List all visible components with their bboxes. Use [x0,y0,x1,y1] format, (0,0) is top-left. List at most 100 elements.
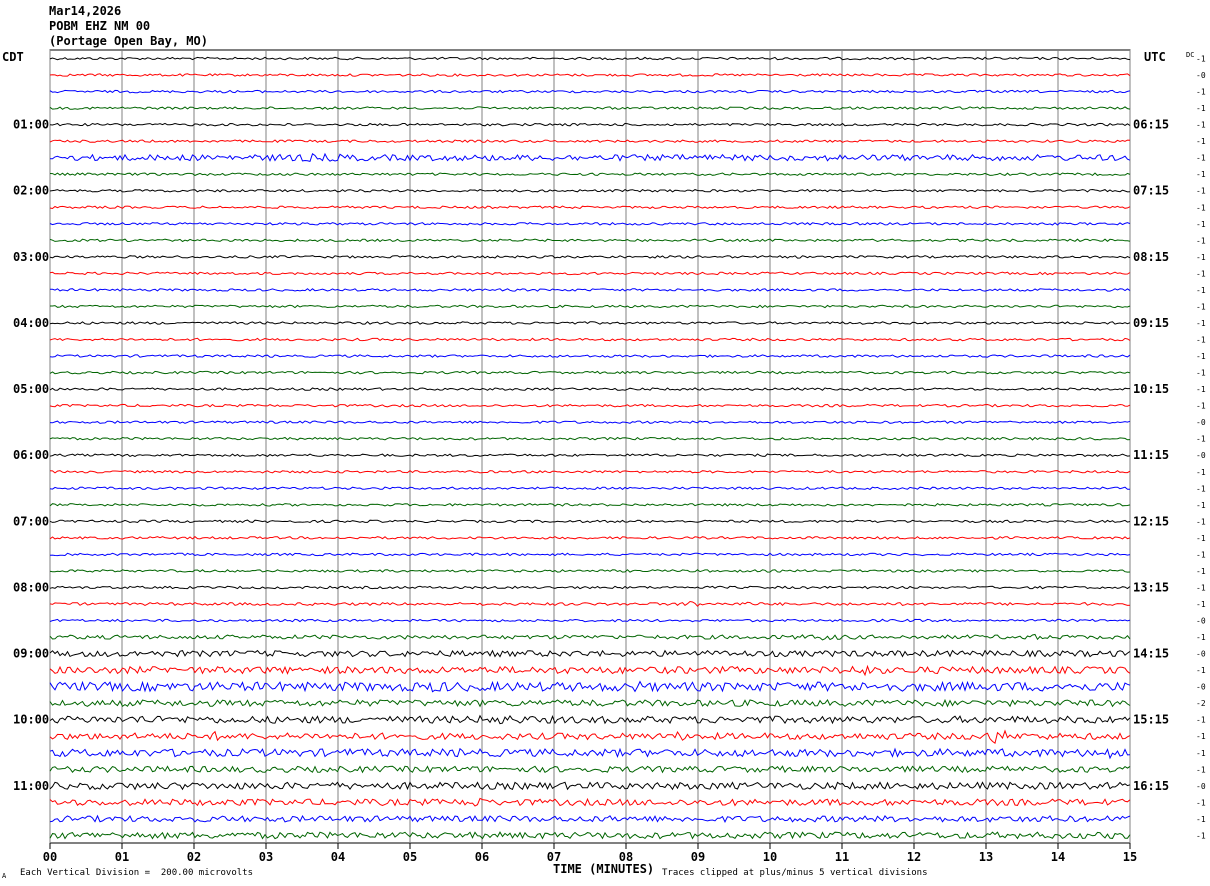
utc-hour-label: 08:15 [1133,250,1169,264]
x-tick-label: 12 [907,850,921,864]
seismic-trace [49,831,1131,840]
dc-offset-value: -1 [1196,220,1206,229]
seismic-trace [49,519,1131,524]
cdt-hour-label: 04:00 [13,316,49,330]
station-code: POBM EHZ NM 00 [49,19,151,33]
dc-offset-value: -0 [1196,683,1206,692]
utc-hour-label: 14:15 [1133,647,1169,661]
dc-offset-value: -1 [1196,600,1206,609]
seismic-trace [49,122,1131,127]
x-tick-label: 09 [691,850,705,864]
dc-offset-value: -1 [1196,831,1206,840]
seismic-trace [49,649,1131,658]
dc-label: DC [1186,51,1194,59]
dc-offset-value: -1 [1196,319,1206,328]
x-tick-label: 00 [43,850,57,864]
dc-offset-value: -1 [1196,286,1206,295]
dc-offset-value: -1 [1196,550,1206,559]
seismic-trace [49,469,1131,474]
dc-offset-value: -1 [1196,137,1206,146]
seismic-trace [49,502,1131,507]
x-tick-label: 04 [331,850,345,864]
seismic-trace [49,89,1131,94]
seismic-trace [49,221,1131,226]
utc-hour-label: 09:15 [1133,316,1169,330]
seismic-trace [49,271,1131,276]
seismic-trace [49,698,1131,708]
seismic-trace [49,73,1131,77]
seismic-trace [49,680,1131,693]
seismic-trace [49,781,1131,791]
dc-offset-value: -1 [1196,203,1206,212]
dc-offset-value: -1 [1196,187,1206,196]
seismic-trace [49,255,1131,259]
seismic-trace [49,337,1131,342]
cdt-hour-label: 01:00 [13,118,49,132]
station-location: (Portage Open Bay, MO) [49,34,208,48]
seismic-trace [49,552,1131,557]
x-tick-label: 15 [1123,850,1137,864]
x-tick-label: 13 [979,850,993,864]
clip-note: Traces clipped at plus/minus 5 vertical … [662,868,928,878]
dc-offset-value: -1 [1196,336,1206,345]
cdt-hour-label: 06:00 [13,448,49,462]
dc-offset-value: -1 [1196,567,1206,576]
seismic-trace [49,420,1131,425]
dc-offset-value: -1 [1196,749,1206,758]
cdt-hour-label: 05:00 [13,382,49,396]
seismic-trace [49,403,1131,408]
seismic-trace [49,172,1131,177]
cdt-label: CDT [2,50,24,64]
dc-offset-value: -1 [1196,435,1206,444]
dc-offset-value: -1 [1196,121,1206,130]
seismic-trace [49,765,1131,774]
utc-hour-label: 15:15 [1133,713,1169,727]
x-axis-title: TIME (MINUTES) [553,862,655,876]
seismic-trace [49,56,1131,61]
x-tick-label: 02 [187,850,201,864]
dc-offset-value: -1 [1196,352,1206,361]
dc-offset-value: -1 [1196,170,1206,179]
x-tick-label: 06 [475,850,489,864]
seismic-trace [49,633,1131,641]
x-tick-label: 08 [619,850,633,864]
utc-hour-label: 12:15 [1133,514,1169,528]
dc-offset-value: -1 [1196,104,1206,113]
utc-hour-label: 11:15 [1133,448,1169,462]
dc-offset-value: -1 [1196,236,1206,245]
x-tick-label: 10 [763,850,777,864]
seismic-trace [49,188,1131,193]
cdt-hour-label: 10:00 [13,713,49,727]
dc-offset-value: -1 [1196,269,1206,278]
dc-offset-value: -1 [1196,369,1206,378]
dc-offset-value: -1 [1196,501,1206,510]
dc-offset-value: -1 [1196,815,1206,824]
x-tick-label: 14 [1051,850,1065,864]
utc-hour-label: 10:15 [1133,382,1169,396]
dc-offset-value: -1 [1196,468,1206,477]
x-tick-label: 05 [403,850,417,864]
seismic-trace [49,814,1131,824]
seismic-trace [49,288,1131,292]
plot-date: Mar14,2026 [49,4,122,18]
dc-offset-value: -1 [1196,534,1206,543]
utc-hour-label: 07:15 [1133,184,1169,198]
seismic-trace [49,370,1131,375]
dc-offset-value: -0 [1196,650,1206,659]
seismic-trace [50,304,1131,309]
seismic-trace [49,600,1131,607]
dc-offset-value: -1 [1196,154,1206,163]
utc-label: UTC [1144,50,1166,64]
dc-offset-value: -1 [1196,88,1206,97]
dc-offset-value: -1 [1196,666,1206,675]
seismic-trace [49,729,1131,745]
seismic-trace [49,354,1131,358]
cdt-hour-label: 08:00 [13,580,49,594]
dc-offset-value: -1 [1196,732,1206,741]
utc-hour-label: 16:15 [1133,779,1169,793]
seismic-trace [49,618,1131,623]
dc-offset-value: -0 [1196,617,1206,626]
dc-offset-value: -0 [1196,451,1206,460]
seismic-trace [49,321,1131,325]
